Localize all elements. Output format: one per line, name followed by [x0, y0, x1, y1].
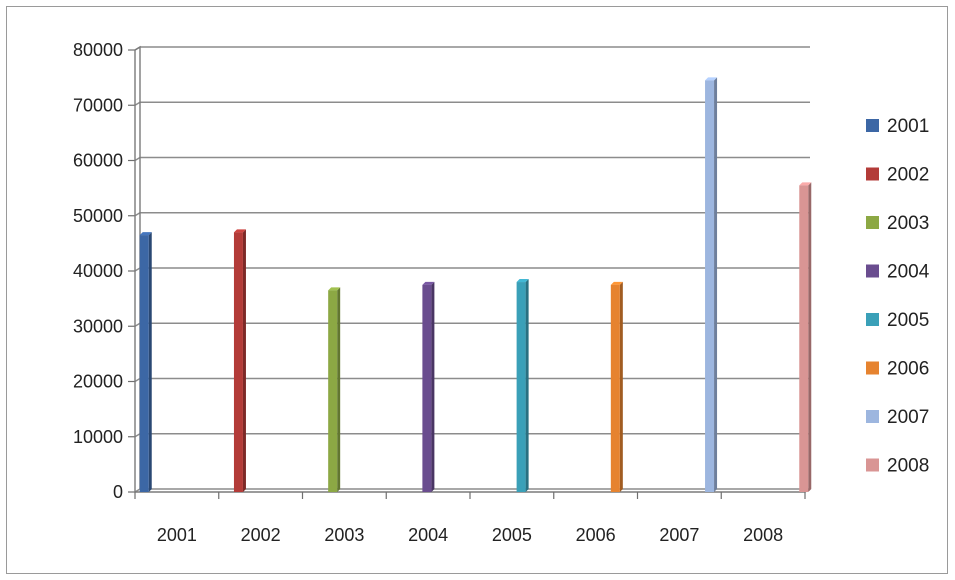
y-tick-label: 0: [113, 482, 123, 502]
legend-label: 2007: [887, 407, 929, 428]
bar: [610, 281, 623, 492]
bar: [328, 287, 341, 492]
y-tick-label: 70000: [73, 95, 123, 115]
x-tick-label: 2003: [324, 525, 364, 545]
legend-swatch: [866, 410, 879, 423]
legend-swatch: [866, 313, 879, 326]
legend-item: 2004: [866, 262, 930, 283]
legend-item: 2003: [866, 213, 929, 234]
legend-swatch: [866, 167, 879, 181]
legend-item: 2006: [866, 359, 929, 380]
legend-item: 2001: [866, 116, 929, 137]
legend-label: 2008: [887, 456, 929, 477]
legend-swatch: [866, 216, 879, 229]
bar: [799, 182, 812, 493]
y-tick-label: 10000: [73, 427, 123, 447]
x-tick-label: 2004: [408, 525, 448, 545]
legend-label: 2006: [887, 359, 929, 380]
legend-item: 2002: [866, 165, 929, 186]
x-tick-label: 2002: [241, 525, 281, 545]
bar: [705, 77, 718, 492]
legend-label: 2003: [887, 213, 929, 234]
y-tick-label: 60000: [73, 151, 123, 171]
legend-item: 2008: [866, 456, 929, 477]
bar: [139, 232, 152, 492]
legend-item: 2007: [866, 407, 929, 428]
y-tick-label: 40000: [73, 261, 123, 281]
legend-swatch: [866, 119, 879, 132]
y-tick-label: 20000: [73, 372, 123, 392]
bar: [233, 229, 246, 492]
y-tick-label: 80000: [73, 40, 123, 60]
legend-label: 2002: [887, 165, 929, 186]
legend-label: 2004: [887, 262, 930, 283]
legend-item: 2005: [866, 310, 929, 331]
x-tick-label: 2006: [576, 525, 616, 545]
x-tick-label: 2007: [659, 525, 699, 545]
legend-label: 2001: [887, 116, 929, 137]
x-tick-label: 2005: [492, 525, 532, 545]
y-tick-label: 30000: [73, 316, 123, 336]
gridline: [134, 46, 810, 51]
x-tick-labels: 2001 2002 2003 2004 2005 2006 2007 2008: [157, 525, 783, 545]
x-tick-label: 2008: [743, 525, 783, 545]
bars: [139, 77, 812, 493]
legend-swatch: [866, 264, 879, 278]
bar: [516, 279, 529, 492]
bar: [422, 281, 435, 492]
chart-frame: [6, 6, 948, 574]
legend-swatch: [866, 361, 879, 375]
y-tick-labels: 0 10000 20000 30000 40000 50000 60000 70000 8000…: [73, 40, 123, 502]
legend: 2001 2002 2003 2004 2005 2006 2007 2008: [866, 116, 930, 477]
x-tick-label: 2001: [157, 525, 197, 545]
legend-swatch: [866, 458, 879, 472]
legend-label: 2005: [887, 310, 929, 331]
y-tick-label: 50000: [73, 206, 123, 226]
